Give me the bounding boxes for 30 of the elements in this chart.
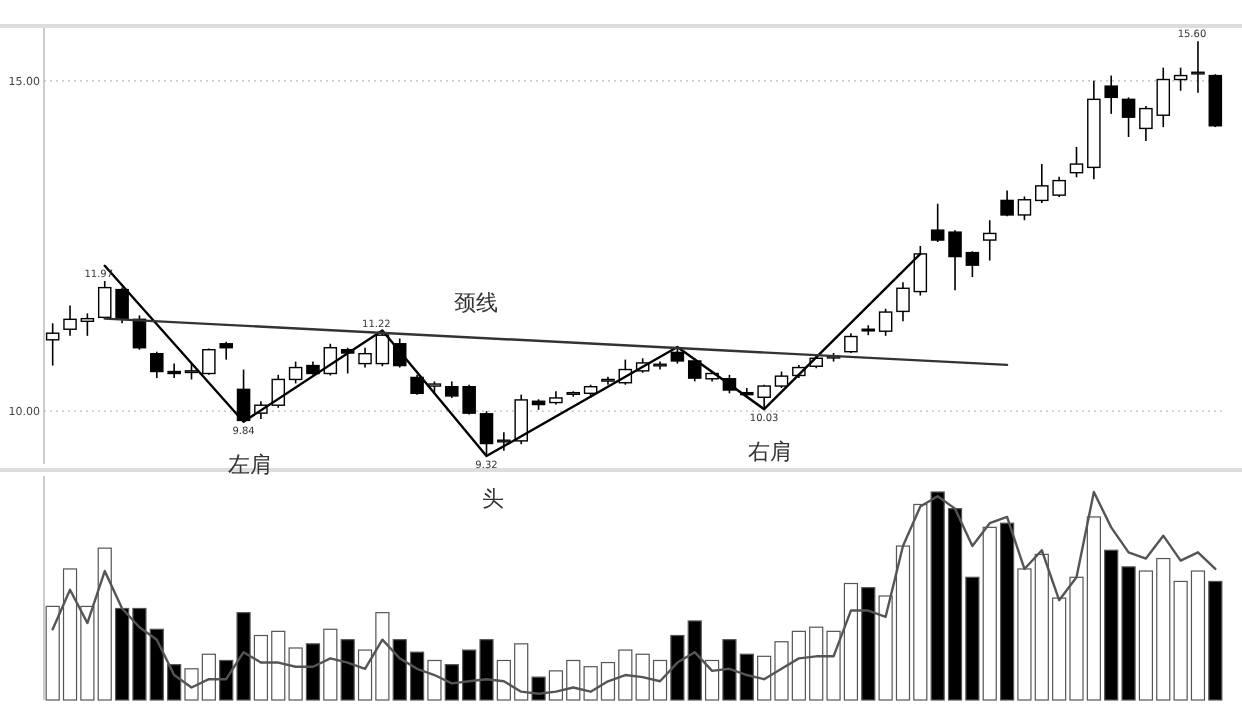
candlestick [410,374,424,396]
candlestick [1121,96,1136,138]
candlestick [375,329,390,368]
candlestick [948,229,962,292]
candlestick [45,322,60,367]
candlestick [219,340,233,361]
candlestick [497,431,511,452]
candlestick [930,202,945,243]
candlestick [202,347,216,376]
annotation: 右肩 [748,439,793,466]
candlestick [878,307,893,337]
candlestick [844,332,858,354]
candlestick [982,219,997,262]
candlestick [1173,66,1188,92]
candlestick [1104,74,1118,115]
annotation: 头 [481,486,504,513]
annotation: 左肩 [227,451,272,478]
candlestick [1000,189,1014,218]
candlestick [1191,40,1205,94]
candlestick [63,304,77,337]
candlestick [965,250,980,278]
candlestick [1069,146,1084,179]
candlestick [358,346,372,369]
candlestick [514,393,528,445]
candlestick [271,374,286,409]
candlestick [896,281,910,323]
candlestick [288,360,303,385]
candlestick [80,312,95,337]
candlestick [1017,195,1032,222]
annotation: 颈线 [453,289,498,316]
